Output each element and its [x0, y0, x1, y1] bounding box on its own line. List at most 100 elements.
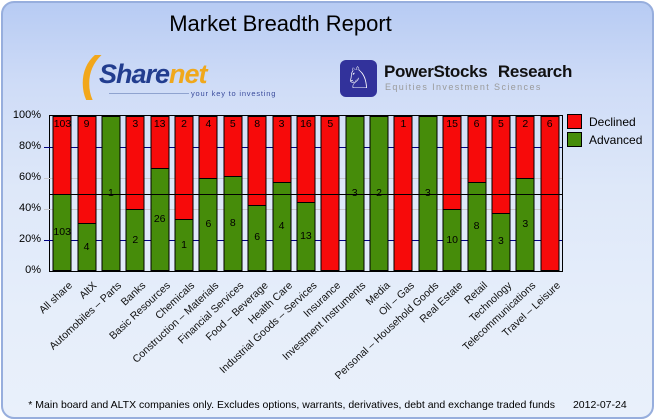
y-axis-tick [44, 240, 50, 241]
y-axis: 0% 20% 40% 60% 80% 100% [5, 109, 43, 276]
bar-segment-declined: 5 [491, 116, 511, 213]
bar-segment-advanced: 4 [272, 182, 292, 271]
legend-label: Declined [589, 114, 636, 129]
declined-value-label: 3 [278, 118, 285, 130]
y-axis-label-0: 0% [25, 264, 41, 276]
knight-chess-piece-icon: ♘ [340, 60, 377, 97]
bar-segment-advanced: 8 [467, 182, 487, 271]
bar-real-estate: 15 10 [442, 116, 462, 271]
bar-segment-declined: 6 [467, 116, 487, 183]
sharenet-swoosh-icon: ( [81, 48, 97, 101]
legend: Declined Advanced [567, 114, 642, 150]
advanced-value-label: 3 [425, 188, 431, 199]
bar-segment-advanced: 6 [198, 178, 218, 271]
legend-item-declined: Declined [567, 114, 642, 129]
bar-slot: 15 10 [440, 116, 464, 271]
declined-value-label: 9 [83, 118, 90, 130]
bar-all-share: 103 103 [52, 116, 72, 271]
advanced-value-label: 2 [376, 188, 382, 199]
declined-value-label: 5 [229, 118, 236, 130]
legend-item-advanced: Advanced [567, 132, 642, 147]
bar-segment-advanced: 1 [174, 219, 194, 271]
bar-segment-advanced: 3 [515, 178, 535, 271]
bar-segment-declined: 2 [174, 116, 194, 220]
advanced-value-label: 1 [181, 238, 187, 251]
declined-value-label: 6 [473, 118, 480, 130]
bar-segment-declined: 16 [296, 116, 316, 202]
advanced-value-label: 26 [153, 212, 166, 225]
footer-note: * Main board and ALTX companies only. Ex… [28, 399, 555, 411]
legend-swatch-declined [567, 114, 582, 129]
bar-segment-advanced: 3 [491, 212, 511, 271]
sharenet-tagline: your key to investing [191, 89, 277, 98]
sharenet-wordmark: Sharenet [99, 59, 208, 90]
bar-segment-advanced: 8 [223, 175, 243, 271]
legend-label: Advanced [589, 132, 643, 147]
bar-segment-declined: 5 [223, 116, 243, 176]
report-date: 2012-07-24 [572, 399, 627, 411]
advanced-value-label: 6 [205, 218, 212, 230]
advanced-value-label: 8 [229, 216, 236, 229]
bar-segment-declined: 3 [272, 116, 292, 183]
declined-value-label: 3 [132, 118, 139, 130]
y-axis-label-80: 80% [18, 140, 41, 152]
bar-segment-declined: 3 [125, 116, 145, 209]
bar-segment-declined: 15 [442, 116, 462, 209]
bar-segment-declined: 13 [150, 116, 170, 168]
y-axis-label-60: 60% [18, 171, 41, 183]
declined-value-label: 13 [153, 118, 166, 130]
bar-slot: 13 26 [148, 116, 172, 271]
plot-area: 1031039413213262146588634161353213151068… [44, 115, 563, 272]
declined-value-label: 103 [53, 118, 72, 130]
declined-value-label: 5 [327, 118, 334, 130]
advanced-value-label: 13 [300, 229, 312, 242]
bar-segment-advanced: 6 [247, 204, 267, 271]
x-axis: All share AltX Automobiles – Parts Banks Bas… [37, 272, 563, 390]
declined-value-label: 16 [300, 118, 312, 130]
bar-basic-resources: 13 26 [150, 116, 170, 271]
declined-value-label: 6 [546, 118, 553, 130]
bar-segment-advanced: 103 [52, 193, 72, 271]
declined-value-label: 15 [446, 118, 459, 130]
y-axis-label-20: 20% [18, 233, 41, 245]
sharenet-underline [109, 93, 189, 94]
x-axis-label: All share [37, 279, 76, 317]
powerstocks-tagline: Equities Investment Sciences [385, 82, 542, 92]
bar-segment-declined: 2 [515, 116, 535, 178]
bar-segment-declined: 4 [198, 116, 218, 178]
declined-value-label: 1 [400, 118, 407, 130]
legend-swatch-advanced [567, 132, 582, 147]
y-axis-label-40: 40% [18, 202, 41, 214]
bar-slot: 16 13 [294, 116, 318, 271]
powerstocks-wordmark: PowerStocks Research [384, 62, 573, 81]
y-axis-tick [44, 209, 50, 210]
declined-value-label: 2 [181, 118, 187, 130]
advanced-value-label: 6 [254, 231, 261, 244]
declined-value-label: 8 [254, 118, 261, 130]
bar-industrial-goods-services: 16 13 [296, 116, 316, 271]
y-axis-label-100: 100% [12, 109, 41, 121]
advanced-value-label: 3 [522, 218, 529, 230]
declined-value-label: 2 [522, 118, 529, 130]
declined-value-label: 5 [498, 118, 504, 130]
footer: * Main board and ALTX companies only. Ex… [3, 399, 652, 411]
page-title: Market Breadth Report [169, 11, 392, 36]
advanced-value-label: 3 [352, 188, 358, 199]
advanced-value-label: 103 [53, 225, 71, 238]
